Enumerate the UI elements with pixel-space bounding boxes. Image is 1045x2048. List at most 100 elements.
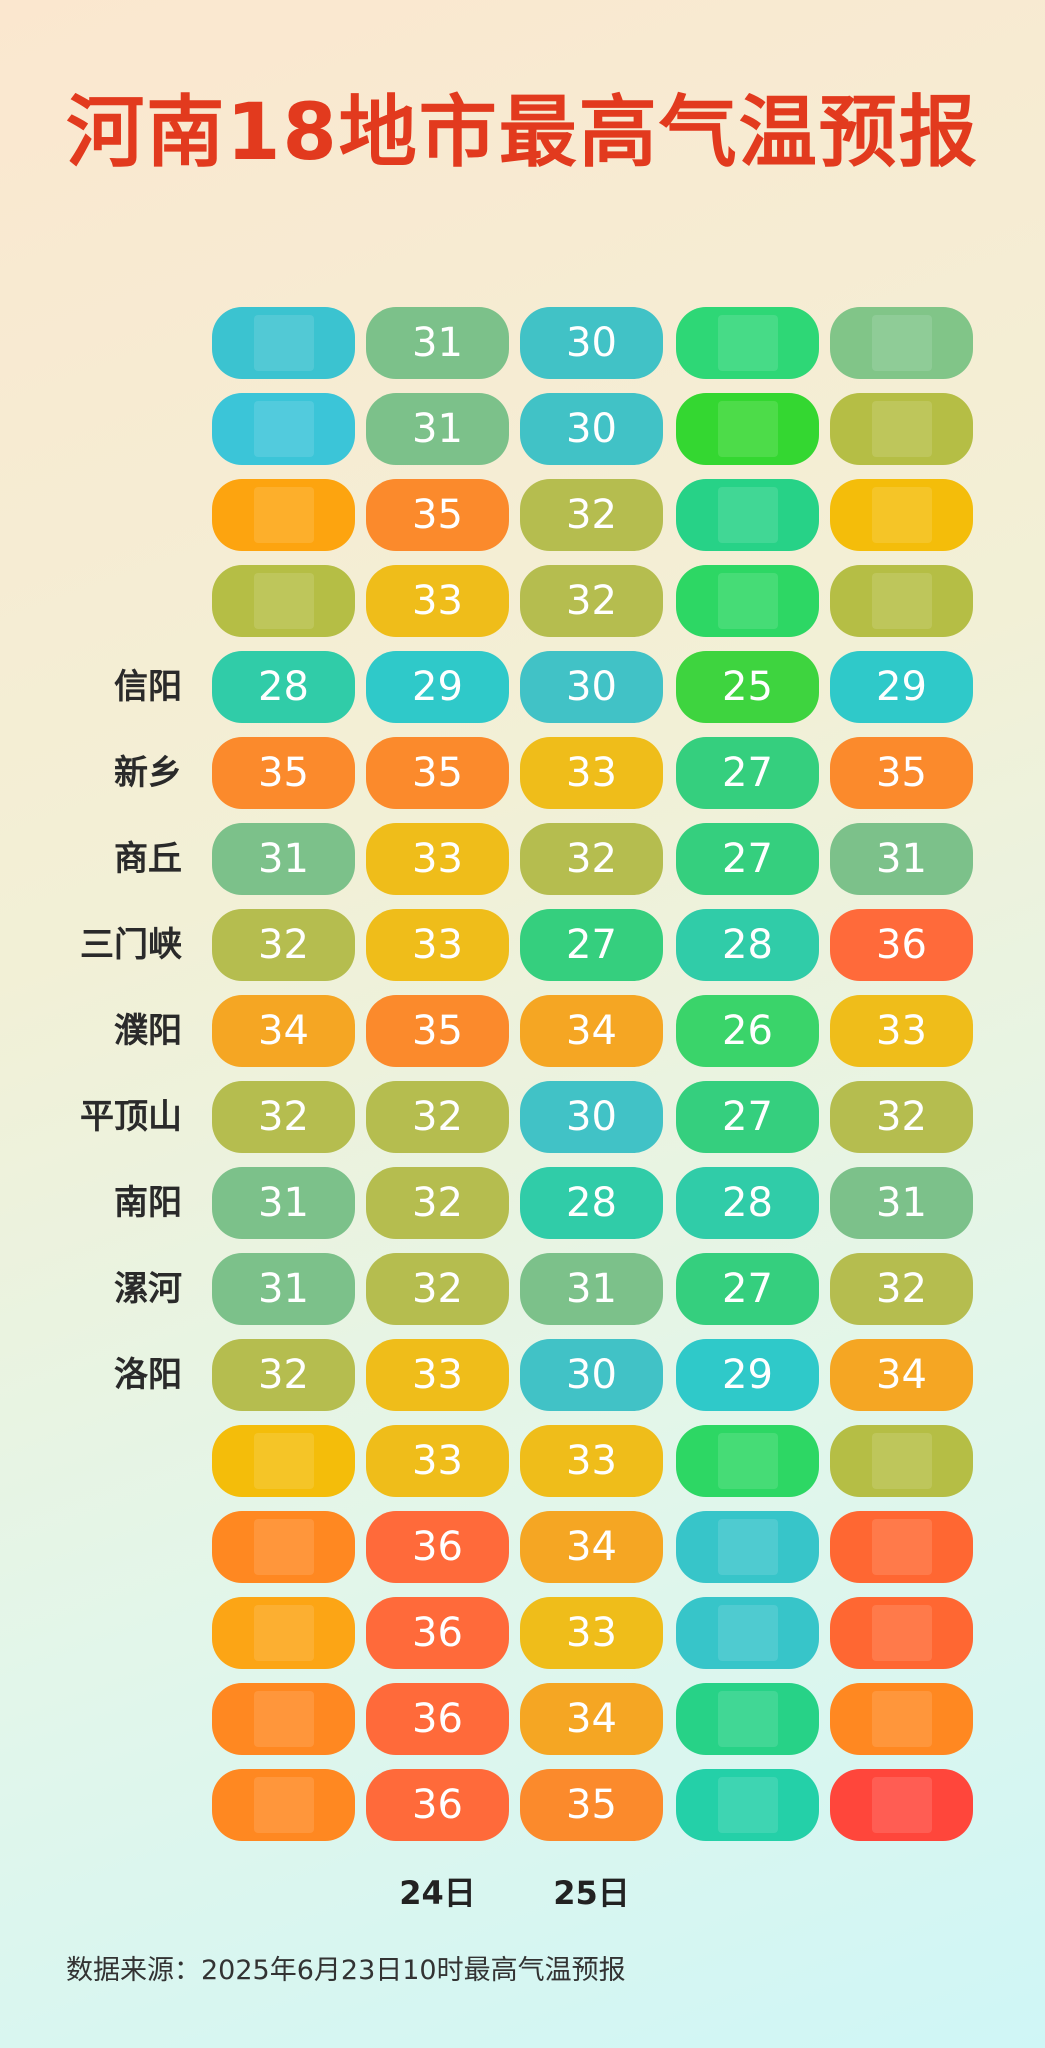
temperature-cell: 35 bbox=[366, 737, 509, 809]
column-date-label: 24日 bbox=[399, 1874, 476, 1912]
temperature-cell-blurred bbox=[830, 565, 973, 637]
temperature-cell: 29 bbox=[676, 1339, 819, 1411]
temperature-cell-blurred bbox=[830, 1683, 973, 1755]
temperature-cell: 33 bbox=[366, 1339, 509, 1411]
temperature-cell: 32 bbox=[212, 1081, 355, 1153]
temperature-cell: 30 bbox=[520, 651, 663, 723]
temperature-cell: 35 bbox=[520, 1769, 663, 1841]
temperature-cell: 28 bbox=[676, 1167, 819, 1239]
temperature-cell: 35 bbox=[366, 479, 509, 551]
temperature-cell-blurred bbox=[830, 1425, 973, 1497]
temperature-cell: 31 bbox=[212, 823, 355, 895]
temperature-cell-blurred bbox=[212, 479, 355, 551]
temperature-cell: 33 bbox=[520, 737, 663, 809]
temperature-cell: 27 bbox=[520, 909, 663, 981]
temperature-cell-blurred bbox=[212, 1597, 355, 1669]
temperature-cell-blurred bbox=[676, 565, 819, 637]
temperature-cell: 25 bbox=[676, 651, 819, 723]
temperature-cell: 31 bbox=[520, 1253, 663, 1325]
temperature-cell-blurred bbox=[676, 393, 819, 465]
temperature-cell: 30 bbox=[520, 1081, 663, 1153]
city-label: 平顶山 bbox=[80, 1097, 182, 1137]
temperature-cell: 33 bbox=[520, 1597, 663, 1669]
temperature-cell-blurred bbox=[212, 307, 355, 379]
temperature-cell: 27 bbox=[676, 1253, 819, 1325]
temperature-cell: 32 bbox=[366, 1081, 509, 1153]
temperature-cell: 36 bbox=[830, 909, 973, 981]
temperature-cell: 28 bbox=[212, 651, 355, 723]
chart-title: 河南18地市最高气温预报 bbox=[66, 88, 979, 178]
temperature-cell: 30 bbox=[520, 393, 663, 465]
temperature-cell: 34 bbox=[830, 1339, 973, 1411]
temperature-cell-blurred bbox=[830, 479, 973, 551]
temperature-cell: 32 bbox=[830, 1081, 973, 1153]
temperature-cell-blurred bbox=[830, 393, 973, 465]
temperature-cell: 32 bbox=[520, 823, 663, 895]
temperature-cell: 27 bbox=[676, 823, 819, 895]
temperature-cell: 32 bbox=[520, 565, 663, 637]
city-label: 南阳 bbox=[114, 1183, 182, 1223]
temperature-cell: 28 bbox=[676, 909, 819, 981]
temperature-cell: 33 bbox=[366, 909, 509, 981]
temperature-cell-blurred bbox=[212, 1511, 355, 1583]
temperature-cell: 35 bbox=[830, 737, 973, 809]
city-label: 漯河 bbox=[114, 1269, 182, 1309]
temperature-cell: 35 bbox=[366, 995, 509, 1067]
temperature-cell: 29 bbox=[830, 651, 973, 723]
temperature-cell: 36 bbox=[366, 1683, 509, 1755]
temperature-cell: 30 bbox=[520, 1339, 663, 1411]
temperature-cell: 36 bbox=[366, 1511, 509, 1583]
temperature-cell: 31 bbox=[830, 823, 973, 895]
temperature-cell: 32 bbox=[212, 909, 355, 981]
temperature-cell: 31 bbox=[366, 393, 509, 465]
temperature-cell: 33 bbox=[830, 995, 973, 1067]
temperature-cell: 31 bbox=[212, 1253, 355, 1325]
temperature-cell-blurred bbox=[676, 1683, 819, 1755]
temperature-cell: 31 bbox=[830, 1167, 973, 1239]
temperature-cell: 30 bbox=[520, 307, 663, 379]
temperature-cell-blurred bbox=[212, 1425, 355, 1497]
data-source-note: 数据来源：2025年6月23日10时最高气温预报 bbox=[66, 1955, 626, 1986]
temperature-cell-blurred bbox=[676, 1425, 819, 1497]
temperature-cell-blurred bbox=[212, 565, 355, 637]
city-label: 信阳 bbox=[114, 667, 182, 707]
temperature-cell: 33 bbox=[366, 565, 509, 637]
city-label: 濮阳 bbox=[114, 1011, 182, 1051]
temperature-cell-blurred bbox=[676, 1511, 819, 1583]
temperature-cell-blurred bbox=[212, 1683, 355, 1755]
temperature-cell: 26 bbox=[676, 995, 819, 1067]
city-label: 洛阳 bbox=[114, 1355, 182, 1395]
temperature-cell: 31 bbox=[366, 307, 509, 379]
temperature-cell: 32 bbox=[212, 1339, 355, 1411]
temperature-cell-blurred bbox=[830, 307, 973, 379]
temperature-cell: 36 bbox=[366, 1769, 509, 1841]
temperature-cell: 32 bbox=[830, 1253, 973, 1325]
temperature-cell: 33 bbox=[366, 823, 509, 895]
temperature-cell: 36 bbox=[366, 1597, 509, 1669]
temperature-cell: 27 bbox=[676, 737, 819, 809]
temperature-cell: 34 bbox=[520, 1511, 663, 1583]
city-label: 商丘 bbox=[114, 839, 182, 879]
temperature-cell: 33 bbox=[366, 1425, 509, 1497]
temperature-cell: 34 bbox=[520, 995, 663, 1067]
temperature-cell-blurred bbox=[676, 1597, 819, 1669]
temperature-cell-blurred bbox=[830, 1769, 973, 1841]
temperature-cell: 31 bbox=[212, 1167, 355, 1239]
temperature-cell-blurred bbox=[212, 1769, 355, 1841]
temperature-cell: 34 bbox=[520, 1683, 663, 1755]
temperature-cell: 35 bbox=[212, 737, 355, 809]
temperature-cell: 28 bbox=[520, 1167, 663, 1239]
city-label: 三门峡 bbox=[80, 925, 182, 965]
temperature-cell-blurred bbox=[676, 479, 819, 551]
temperature-cell: 33 bbox=[520, 1425, 663, 1497]
temperature-cell: 27 bbox=[676, 1081, 819, 1153]
column-date-label: 25日 bbox=[553, 1874, 630, 1912]
temperature-cell: 34 bbox=[212, 995, 355, 1067]
temperature-cell-blurred bbox=[212, 393, 355, 465]
temperature-cell-blurred bbox=[676, 1769, 819, 1841]
temperature-cell: 32 bbox=[366, 1167, 509, 1239]
temperature-cell: 29 bbox=[366, 651, 509, 723]
temperature-cell-blurred bbox=[830, 1511, 973, 1583]
temperature-cell-blurred bbox=[676, 307, 819, 379]
temperature-cell: 32 bbox=[520, 479, 663, 551]
